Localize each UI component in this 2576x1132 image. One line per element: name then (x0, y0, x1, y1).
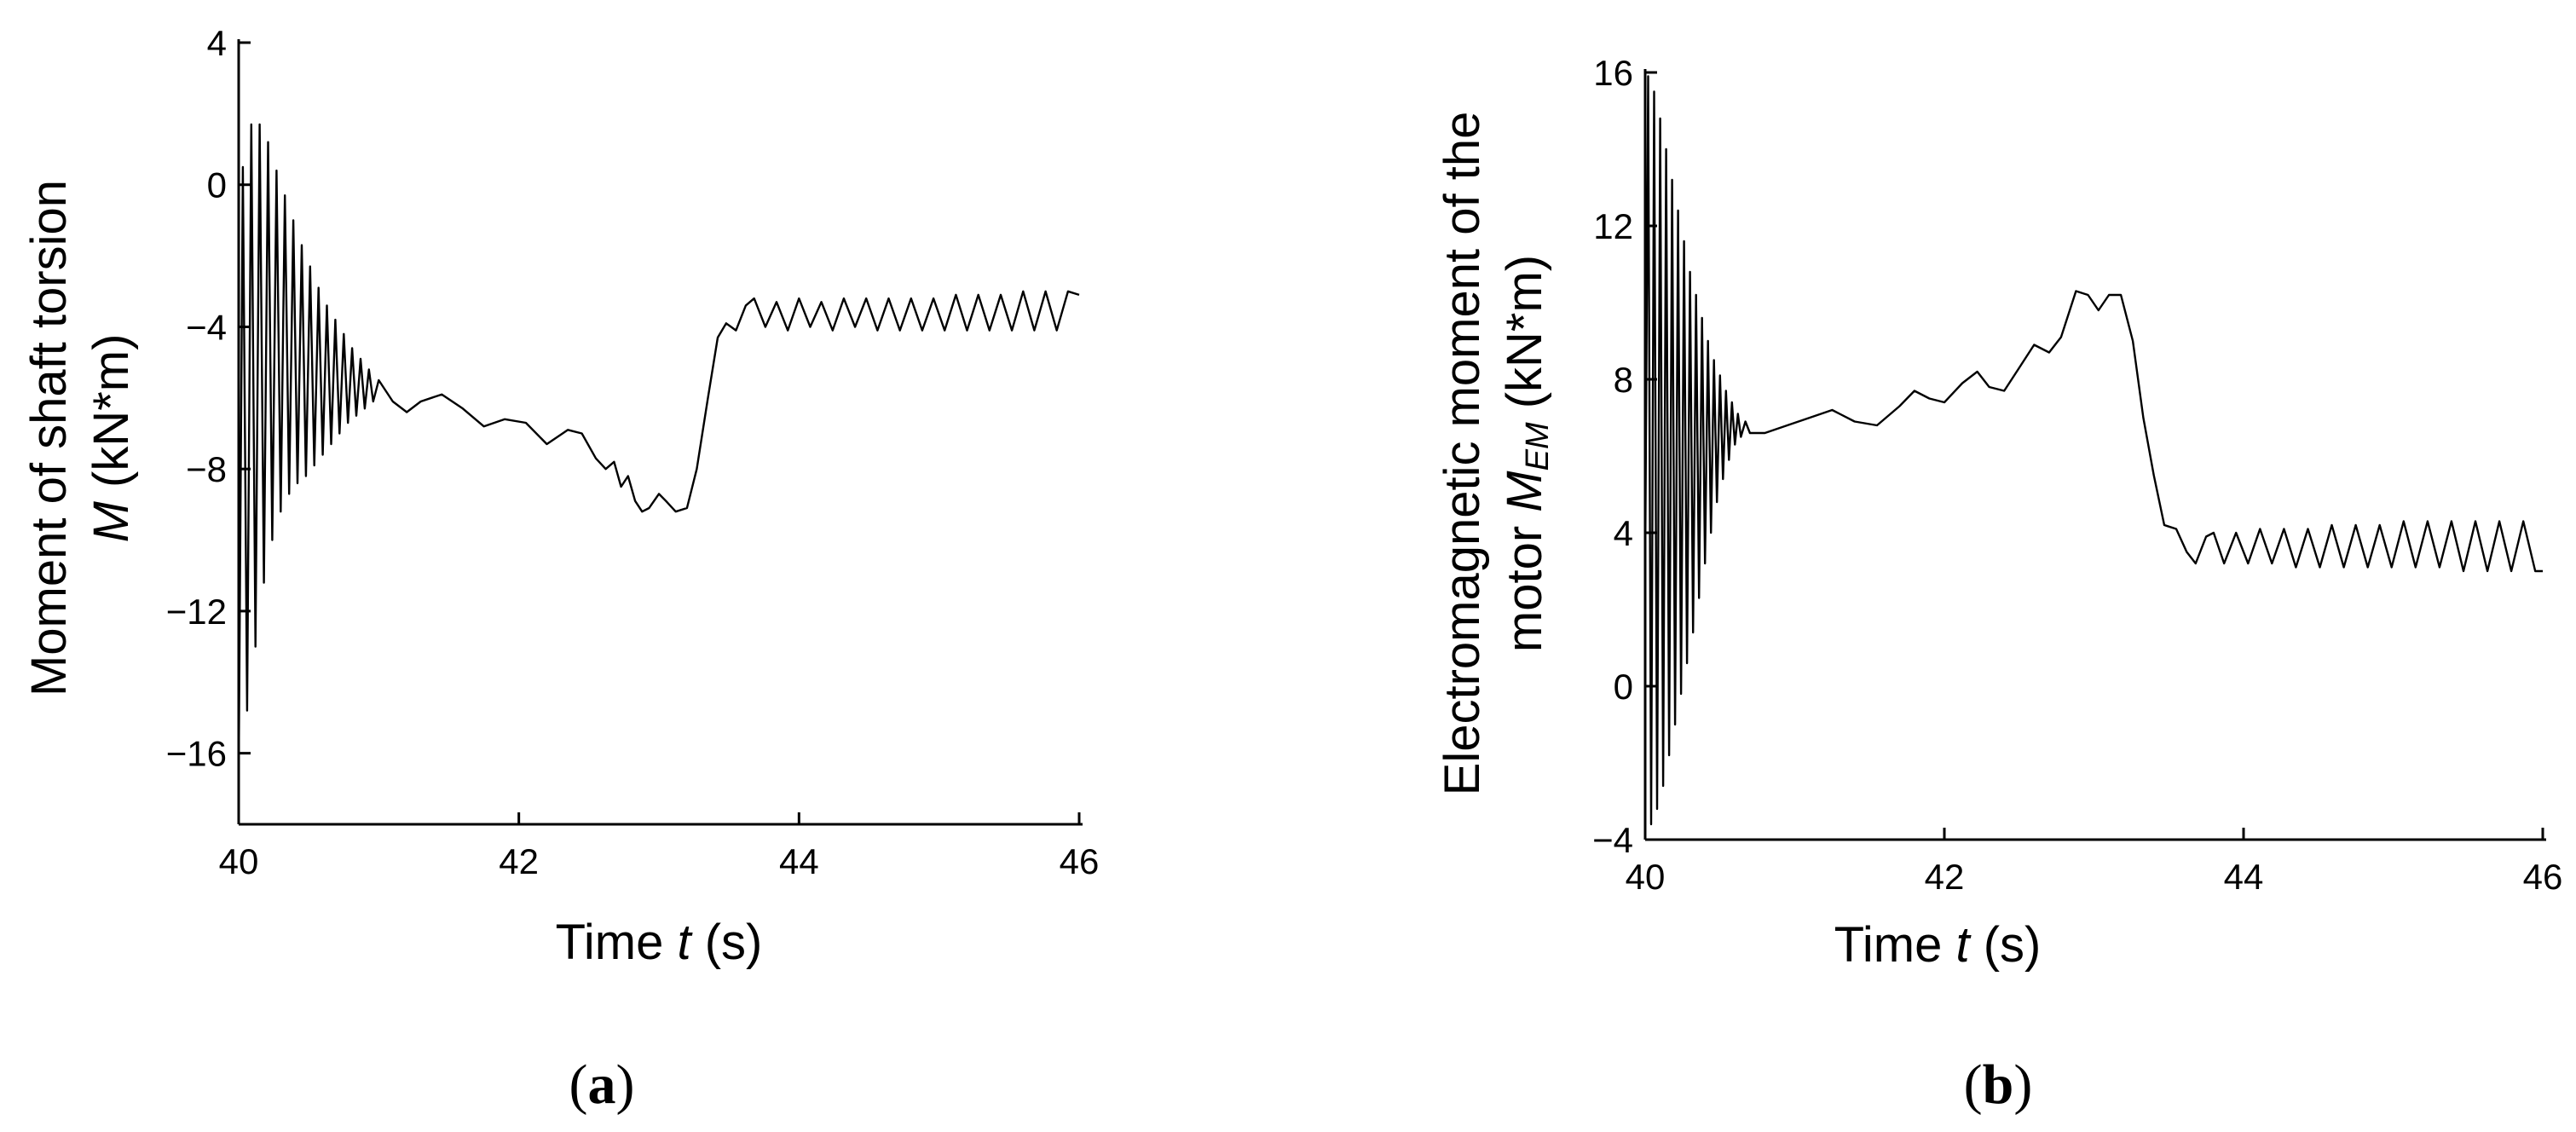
x-tick-label-b-1: 42 (1925, 857, 1965, 897)
x-axis-unit-b: (s) (1970, 917, 2042, 973)
x-axis-symbol-a: t (677, 915, 693, 970)
x-tick-label-a-3: 46 (1060, 841, 1100, 881)
y-tick-label-a-3: −8 (186, 449, 227, 489)
x-axis-prefix-a: Time (556, 915, 678, 970)
y-tick-label-b-3: 4 (1614, 513, 1633, 553)
panel-label-b: (b) (1964, 1054, 2033, 1116)
chart-panel-a: Moment of shaft torsion M (kN*m) Time t … (21, 23, 1099, 1116)
y-axis-symbol-b: M (1497, 471, 1552, 512)
series-line-a-0 (237, 123, 1080, 775)
x-tick-label-b-3: 46 (2523, 857, 2563, 897)
y-axis-title-line2-b: motor MEM (kN*m) (1497, 255, 1556, 652)
x-axis-title-b: Time t (s) (1834, 917, 2042, 973)
chart-panel-b: Electromagnetic moment of the motor MEM … (1435, 53, 2562, 1116)
y-axis-title-line1-a: Moment of shaft torsion (21, 180, 77, 696)
y-tick-label-b-1: 12 (1593, 206, 1633, 246)
x-axis-title-a: Time t (s) (556, 915, 763, 970)
y-tick-label-b-2: 8 (1614, 360, 1633, 400)
y-tick-label-b-0: 16 (1593, 53, 1633, 93)
y-tick-label-a-5: −16 (166, 734, 227, 774)
y-axis-unit-b: (kN*m) (1497, 255, 1552, 423)
y-axis-title-line2-a: M (kN*m) (84, 334, 139, 543)
y-tick-label-a-4: −12 (166, 592, 227, 632)
panel-label-a: (a) (569, 1054, 635, 1116)
y-tick-label-a-1: 0 (207, 165, 227, 205)
y-tick-label-b-4: 0 (1614, 667, 1633, 707)
series-line-b-0 (1643, 75, 2543, 826)
y-tick-label-a-0: 4 (207, 23, 227, 63)
x-tick-label-a-2: 44 (779, 841, 819, 881)
y-axis-prefix-b: motor (1497, 512, 1552, 652)
panel-letter-b: b (1983, 1054, 2014, 1116)
y-axis-unit-a: (kN*m) (84, 334, 139, 502)
x-tick-label-a-1: 42 (499, 841, 539, 881)
x-tick-label-a-0: 40 (219, 841, 259, 881)
x-axis-unit-a: (s) (691, 915, 763, 970)
y-tick-label-a-2: −4 (186, 307, 227, 347)
x-axis-prefix-b: Time (1834, 917, 1956, 973)
x-axis-symbol-b: t (1955, 917, 1972, 973)
y-axis-subscript-b: EM (1520, 422, 1556, 471)
y-tick-label-b-5: −4 (1592, 820, 1633, 860)
y-axis-title-line1-b: Electromagnetic moment of the (1435, 112, 1490, 796)
y-axis-symbol-a: M (84, 500, 139, 542)
x-tick-label-b-0: 40 (1626, 857, 1666, 897)
x-tick-label-b-2: 44 (2224, 857, 2264, 897)
panel-letter-a: a (588, 1054, 616, 1116)
